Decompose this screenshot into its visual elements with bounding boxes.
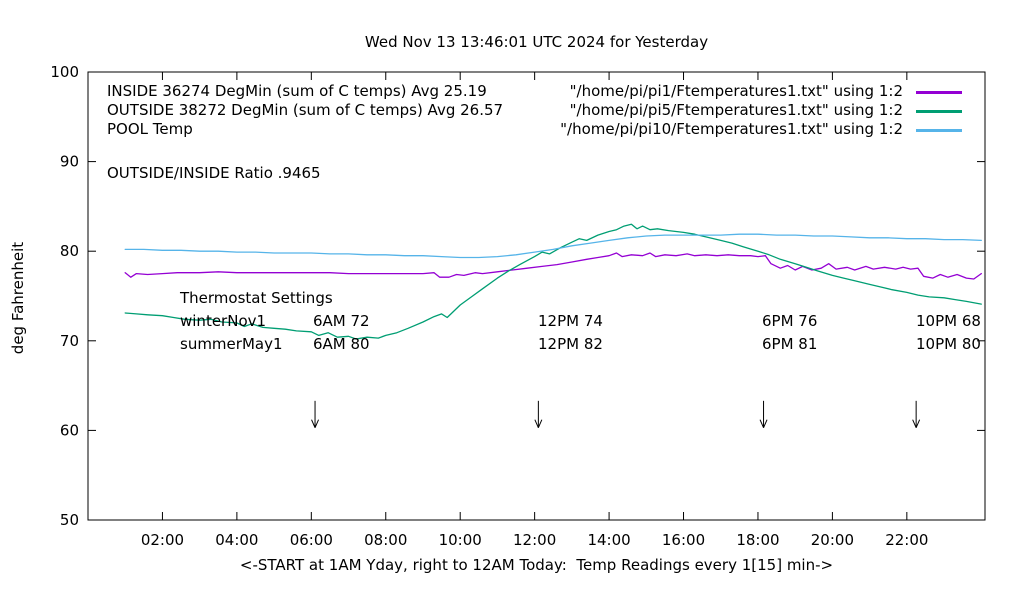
thermostat-cell: 6PM 76	[762, 312, 818, 330]
y-tick-label: 90	[60, 153, 79, 171]
legend-label-inside: INSIDE 36274 DegMin (sum of C temps) Avg…	[107, 82, 487, 100]
y-tick-label: 60	[60, 421, 79, 439]
y-tick-label: 50	[60, 511, 79, 529]
thermostat-cell: 6AM 72	[313, 312, 370, 330]
thermostat-cell: summerMay1	[180, 335, 283, 353]
down-arrow-head	[537, 419, 543, 428]
thermostat-heading: Thermostat Settings	[180, 289, 333, 307]
y-tick-label: 70	[60, 332, 79, 350]
legend-file-pool: "/home/pi/pi10/Ftemperatures1.txt" using…	[560, 120, 903, 138]
x-tick-label: 10:00	[439, 531, 482, 549]
y-tick-label: 80	[60, 242, 79, 260]
series-line-outside	[124, 223, 982, 340]
plot-border	[87, 71, 986, 521]
series-line-inside	[124, 252, 982, 280]
down-arrow-head	[912, 419, 917, 428]
legend-file-inside: "/home/pi/pi1/Ftemperatures1.txt" using …	[569, 82, 903, 100]
x-tick-label: 08:00	[364, 531, 407, 549]
thermostat-cell: 12PM 82	[538, 335, 603, 353]
down-arrow-head	[314, 419, 319, 428]
x-tick-label: 14:00	[587, 531, 630, 549]
thermostat-cell: 6PM 81	[762, 335, 818, 353]
y-tick-label: 100	[50, 63, 79, 81]
thermostat-cell: 10PM 68	[916, 312, 981, 330]
down-arrow-head	[763, 419, 768, 428]
thermostat-cell: 10PM 80	[916, 335, 981, 353]
x-tick-label: 18:00	[736, 531, 779, 549]
x-tick-label: 06:00	[290, 531, 333, 549]
legend-label-pool: POOL Temp	[107, 120, 193, 138]
x-tick-label: 12:00	[513, 531, 556, 549]
legend-file-outside: "/home/pi/pi5/Ftemperatures1.txt" using …	[569, 101, 903, 119]
down-arrow-head	[915, 419, 921, 428]
x-tick-label: 20:00	[811, 531, 854, 549]
thermostat-cell: winterNov1	[180, 312, 267, 330]
chart-title: Wed Nov 13 13:46:01 UTC 2024 for Yesterd…	[364, 33, 709, 51]
thermostat-cell: 12PM 74	[538, 312, 603, 330]
down-arrow-head	[534, 419, 539, 428]
y-axis-label: deg Fahrenheit	[9, 241, 27, 355]
x-tick-label: 16:00	[662, 531, 705, 549]
legend-label-outside: OUTSIDE 38272 DegMin (sum of C temps) Av…	[107, 101, 504, 119]
down-arrow-head	[759, 419, 764, 428]
legend-line-sample-inside	[916, 91, 962, 94]
legend-line-sample-pool	[916, 129, 962, 132]
x-tick-label: 02:00	[141, 531, 184, 549]
x-axis-label: <-START at 1AM Yday, right to 12AM Today…	[239, 556, 834, 574]
series-line-pool	[124, 233, 982, 259]
legend-line-sample-outside	[916, 110, 962, 113]
x-tick-label: 22:00	[885, 531, 928, 549]
x-tick-label: 04:00	[215, 531, 258, 549]
ratio-annotation: OUTSIDE/INSIDE Ratio .9465	[107, 164, 321, 182]
thermostat-cell: 6AM 80	[313, 335, 370, 353]
down-arrow-head	[311, 419, 316, 428]
